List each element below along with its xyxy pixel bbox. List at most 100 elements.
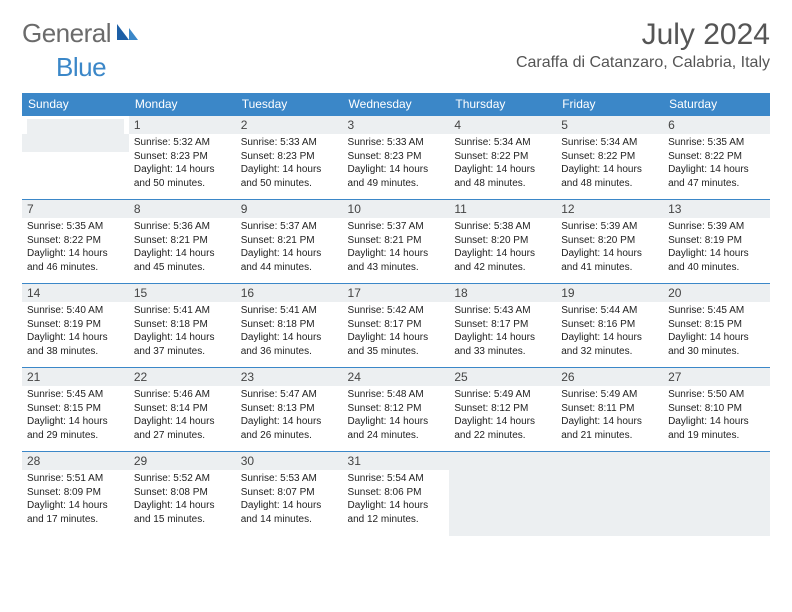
calendar-day-cell: 19Sunrise: 5:44 AMSunset: 8:16 PMDayligh… <box>556 284 663 368</box>
day-info: Sunrise: 5:54 AMSunset: 8:06 PMDaylight:… <box>348 472 445 526</box>
sunrise-text: Sunrise: 5:35 AM <box>27 220 124 234</box>
daylight-text: Daylight: 14 hours and 22 minutes. <box>454 415 551 442</box>
sunset-text: Sunset: 8:21 PM <box>241 234 338 248</box>
calendar-day-cell: 22Sunrise: 5:46 AMSunset: 8:14 PMDayligh… <box>129 368 236 452</box>
calendar-day-cell: 4Sunrise: 5:34 AMSunset: 8:22 PMDaylight… <box>449 116 556 200</box>
day-number: 7 <box>22 200 129 218</box>
sunrise-text: Sunrise: 5:41 AM <box>134 304 231 318</box>
sunrise-text: Sunrise: 5:33 AM <box>241 136 338 150</box>
day-number: 11 <box>449 200 556 218</box>
daylight-text: Daylight: 14 hours and 50 minutes. <box>134 163 231 190</box>
dayheader-sunday: Sunday <box>22 93 129 116</box>
calendar-day-cell: 18 Sunrise: 5:43 AMSunset: 8:17 PMDayligh… <box>449 284 556 368</box>
daylight-text: Daylight: 14 hours and 15 minutes. <box>134 499 231 526</box>
calendar-week-row: 28Sunrise: 5:51 AMSunset: 8:09 PMDayligh… <box>22 452 770 536</box>
calendar-day-cell: 20Sunrise: 5:45 AMSunset: 8:15 PMDayligh… <box>663 284 770 368</box>
calendar-day-cell: 7Sunrise: 5:35 AMSunset: 8:22 PMDaylight… <box>22 200 129 284</box>
calendar-day-cell: 15Sunrise: 5:41 AMSunset: 8:18 PMDayligh… <box>129 284 236 368</box>
sunset-text: Sunset: 8:15 PM <box>27 402 124 416</box>
day-number <box>556 452 663 470</box>
calendar-day-cell: 8Sunrise: 5:36 AMSunset: 8:21 PMDaylight… <box>129 200 236 284</box>
day-info: Sunrise: 5:44 AMSunset: 8:16 PMDaylight:… <box>561 304 658 358</box>
day-info: Sunrise: 5:41 AMSunset: 8:18 PMDaylight:… <box>134 304 231 358</box>
sunrise-text: Sunrise: 5:43 AM <box>454 304 551 318</box>
day-number: 25 <box>449 368 556 386</box>
sunset-text: Sunset: 8:17 PM <box>454 318 551 332</box>
day-number <box>22 134 129 152</box>
sunset-text: Sunset: 8:19 PM <box>27 318 124 332</box>
day-number <box>663 452 770 470</box>
day-number: 18 <box>449 284 556 302</box>
day-number: 27 <box>663 368 770 386</box>
day-info: Sunrise: 5:33 AMSunset: 8:23 PMDaylight:… <box>241 136 338 190</box>
calendar-day-cell: 10 Sunrise: 5:37 AMSunset: 8:21 PMDayligh… <box>343 200 450 284</box>
day-info: Sunrise: 5:43 AMSunset: 8:17 PMDaylight:… <box>454 304 551 358</box>
daylight-text: Daylight: 14 hours and 36 minutes. <box>241 331 338 358</box>
sunrise-text: Sunrise: 5:40 AM <box>27 304 124 318</box>
sunset-text: Sunset: 8:07 PM <box>241 486 338 500</box>
daylight-text: Daylight: 14 hours and 41 minutes. <box>561 247 658 274</box>
calendar-day-cell: 26Sunrise: 5:49 AMSunset: 8:11 PMDayligh… <box>556 368 663 452</box>
sunset-text: Sunset: 8:13 PM <box>241 402 338 416</box>
sunset-text: Sunset: 8:12 PM <box>348 402 445 416</box>
day-number: 28 <box>22 452 129 470</box>
sunrise-text: Sunrise: 5:37 AM <box>241 220 338 234</box>
sunset-text: Sunset: 8:14 PM <box>134 402 231 416</box>
calendar-day-cell: 27 Sunrise: 5:50 AMSunset: 8:10 PMDayligh… <box>663 368 770 452</box>
calendar-day-cell: 12Sunrise: 5:39 AMSunset: 8:20 PMDayligh… <box>556 200 663 284</box>
day-info: Sunrise: 5:37 AMSunset: 8:21 PMDaylight:… <box>241 220 338 274</box>
daylight-text: Daylight: 14 hours and 44 minutes. <box>241 247 338 274</box>
daylight-text: Daylight: 14 hours and 46 minutes. <box>27 247 124 274</box>
day-number: 8 <box>129 200 236 218</box>
sunrise-text: Sunrise: 5:45 AM <box>27 388 124 402</box>
day-info: Sunrise: 5:50 AMSunset: 8:10 PMDaylight:… <box>668 388 765 442</box>
calendar-day-cell: 11Sunrise: 5:38 AMSunset: 8:20 PMDayligh… <box>449 200 556 284</box>
sunset-text: Sunset: 8:17 PM <box>348 318 445 332</box>
calendar-day-cell: 24Sunrise: 5:48 AMSunset: 8:12 PMDayligh… <box>343 368 450 452</box>
daylight-text: Daylight: 14 hours and 50 minutes. <box>241 163 338 190</box>
calendar-day-cell: 28 Sunrise: 5:51 AMSunset: 8:09 PMDayligh… <box>22 452 129 536</box>
sunset-text: Sunset: 8:19 PM <box>668 234 765 248</box>
day-number: 9 <box>236 200 343 218</box>
sunrise-text: Sunrise: 5:49 AM <box>454 388 551 402</box>
sunrise-text: Sunrise: 5:49 AM <box>561 388 658 402</box>
day-info: Sunrise: 5:41 AMSunset: 8:18 PMDaylight:… <box>241 304 338 358</box>
day-info: Sunrise: 5:34 AMSunset: 8:22 PMDaylight:… <box>561 136 658 190</box>
day-info: Sunrise: 5:32 AMSunset: 8:23 PMDaylight:… <box>134 136 231 190</box>
day-info: Sunrise: 5:53 AMSunset: 8:07 PMDaylight:… <box>241 472 338 526</box>
calendar-header-row: Sunday Monday Tuesday Wednesday Thursday… <box>22 93 770 116</box>
sunset-text: Sunset: 8:08 PM <box>134 486 231 500</box>
sunset-text: Sunset: 8:09 PM <box>27 486 124 500</box>
day-number: 20 <box>663 284 770 302</box>
sunset-text: Sunset: 8:06 PM <box>348 486 445 500</box>
daylight-text: Daylight: 14 hours and 12 minutes. <box>348 499 445 526</box>
logo-text-general: General <box>22 18 111 49</box>
daylight-text: Daylight: 14 hours and 35 minutes. <box>348 331 445 358</box>
sunset-text: Sunset: 8:23 PM <box>134 150 231 164</box>
sunset-text: Sunset: 8:18 PM <box>241 318 338 332</box>
dayheader-thursday: Thursday <box>449 93 556 116</box>
dayheader-wednesday: Wednesday <box>343 93 450 116</box>
sunrise-text: Sunrise: 5:51 AM <box>27 472 124 486</box>
daylight-text: Daylight: 14 hours and 24 minutes. <box>348 415 445 442</box>
sunrise-text: Sunrise: 5:42 AM <box>348 304 445 318</box>
sunrise-text: Sunrise: 5:41 AM <box>241 304 338 318</box>
calendar-day-cell <box>449 452 556 536</box>
daylight-text: Daylight: 14 hours and 33 minutes. <box>454 331 551 358</box>
daylight-text: Daylight: 14 hours and 40 minutes. <box>668 247 765 274</box>
day-info: Sunrise: 5:51 AMSunset: 8:09 PMDaylight:… <box>27 472 124 526</box>
calendar-day-cell: 13Sunrise: 5:39 AMSunset: 8:19 PMDayligh… <box>663 200 770 284</box>
day-number: 30 <box>236 452 343 470</box>
sunset-text: Sunset: 8:22 PM <box>668 150 765 164</box>
calendar-day-cell: 16Sunrise: 5:41 AMSunset: 8:18 PMDayligh… <box>236 284 343 368</box>
day-number: 10 <box>343 200 450 218</box>
calendar-day-cell: 1Sunrise: 5:32 AMSunset: 8:23 PMDaylight… <box>129 116 236 200</box>
day-info: Sunrise: 5:37 AMSunset: 8:21 PMDaylight:… <box>348 220 445 274</box>
calendar-day-cell: 25Sunrise: 5:49 AMSunset: 8:12 PMDayligh… <box>449 368 556 452</box>
calendar-day-cell: 6Sunrise: 5:35 AMSunset: 8:22 PMDaylight… <box>663 116 770 200</box>
sunset-text: Sunset: 8:23 PM <box>241 150 338 164</box>
calendar-day-cell: 9 Sunrise: 5:37 AMSunset: 8:21 PMDaylight… <box>236 200 343 284</box>
daylight-text: Daylight: 14 hours and 21 minutes. <box>561 415 658 442</box>
sunrise-text: Sunrise: 5:53 AM <box>241 472 338 486</box>
calendar-day-cell <box>22 116 129 200</box>
